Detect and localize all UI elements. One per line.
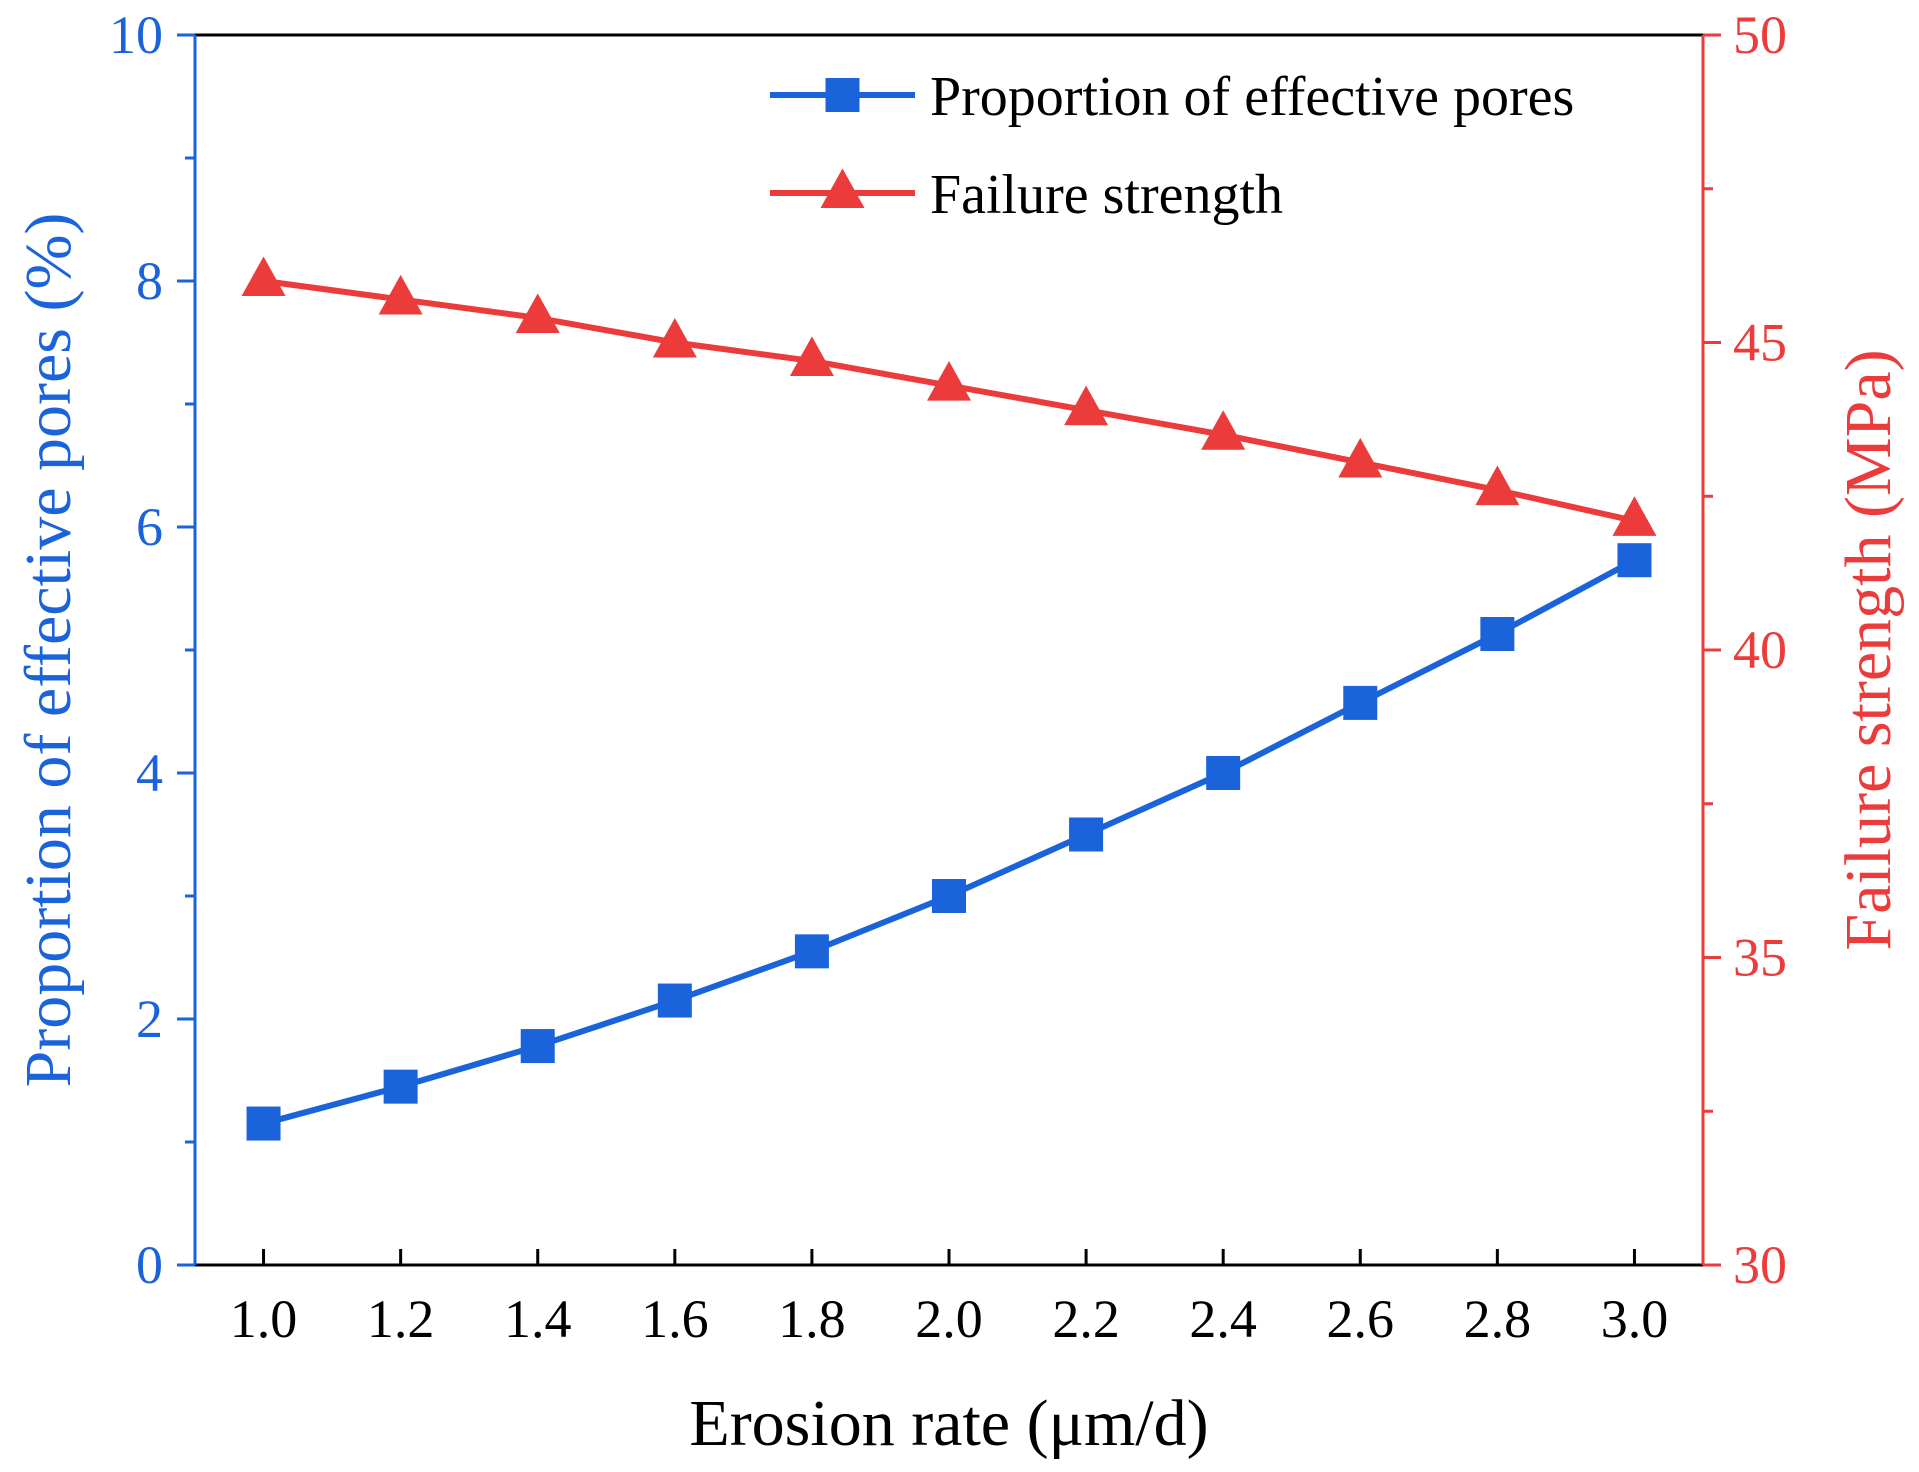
left-y-tick-label: 6: [136, 497, 163, 557]
right-y-axis-title: Failure strength (MPa): [1832, 349, 1905, 950]
square-marker: [246, 1106, 281, 1141]
square-marker: [932, 879, 966, 913]
series-failure-strength: [241, 256, 1657, 536]
x-tick-label: 2.6: [1327, 1289, 1395, 1349]
right-y-tick-label: 50: [1733, 5, 1787, 65]
triangle-marker: [789, 336, 834, 376]
right-y-tick-label: 30: [1733, 1235, 1787, 1295]
triangle-marker: [241, 256, 286, 297]
left-y-tick-label: 0: [136, 1235, 163, 1295]
x-tick-label: 2.2: [1052, 1289, 1120, 1349]
triangle-marker: [1201, 410, 1246, 450]
left-y-tick-label: 4: [136, 743, 163, 803]
triangle-marker: [1612, 496, 1657, 536]
triangle-marker: [515, 293, 560, 333]
triangle-marker: [820, 168, 865, 209]
left-y-tick-label: 2: [136, 989, 163, 1049]
left-y-tick-label: 8: [136, 251, 163, 311]
left-y-axis-title: Proportion of effective pores (%): [12, 213, 85, 1088]
triangle-marker: [927, 360, 971, 401]
series-layer: [241, 256, 1657, 1141]
square-marker: [520, 1029, 555, 1064]
x-tick-label: 1.6: [641, 1289, 709, 1349]
x-tick-label: 2.8: [1464, 1289, 1532, 1349]
left-y-axis-ticks: 0 2 4 6 8 10: [109, 5, 195, 1295]
square-marker: [1617, 543, 1652, 578]
x-tick-label: 3.0: [1601, 1289, 1669, 1349]
triangle-marker: [1338, 437, 1383, 478]
right-y-tick-label: 40: [1733, 620, 1787, 680]
legend-item: Failure strength: [770, 164, 1283, 226]
square-marker: [825, 78, 860, 112]
x-tick-label: 1.2: [367, 1289, 435, 1349]
legend: Proportion of effective pores Failure str…: [770, 66, 1574, 226]
legend-label: Proportion of effective pores: [930, 66, 1574, 128]
legend-item: Proportion of effective pores: [770, 66, 1574, 128]
x-tick-label: 1.4: [504, 1289, 572, 1349]
x-tick-label: 1.8: [778, 1289, 846, 1349]
x-tick-label: 2.0: [915, 1289, 983, 1349]
series-proportion-of-effective-pores: [246, 543, 1652, 1141]
x-axis-title: Erosion rate (μm/d): [689, 1387, 1208, 1460]
right-y-axis-ticks: 30 35 40 45 50: [1703, 5, 1787, 1295]
triangle-marker: [1064, 385, 1109, 426]
series-line: [262, 557, 1636, 1127]
square-marker: [794, 934, 829, 969]
square-marker: [1069, 817, 1104, 852]
legend-label: Failure strength: [930, 164, 1283, 226]
triangle-marker: [652, 317, 697, 358]
right-y-tick-label: 35: [1733, 928, 1787, 988]
series-line: [263, 278, 1636, 524]
square-marker: [383, 1069, 418, 1104]
square-marker: [1480, 617, 1515, 652]
square-marker: [1343, 685, 1378, 720]
x-tick-label: 2.4: [1189, 1289, 1257, 1349]
x-axis-ticks: 1.0 1.2 1.4 1.6 1.8 2.0 2.2 2.4 2.6 2.8 3.0: [230, 1249, 1668, 1349]
x-tick-label: 1.0: [230, 1289, 298, 1349]
left-y-tick-label: 10: [109, 5, 163, 65]
right-y-tick-label: 45: [1733, 313, 1787, 373]
triangle-marker: [378, 274, 423, 315]
square-marker: [657, 983, 692, 1018]
square-marker: [1206, 756, 1241, 790]
triangle-marker: [1475, 465, 1520, 506]
